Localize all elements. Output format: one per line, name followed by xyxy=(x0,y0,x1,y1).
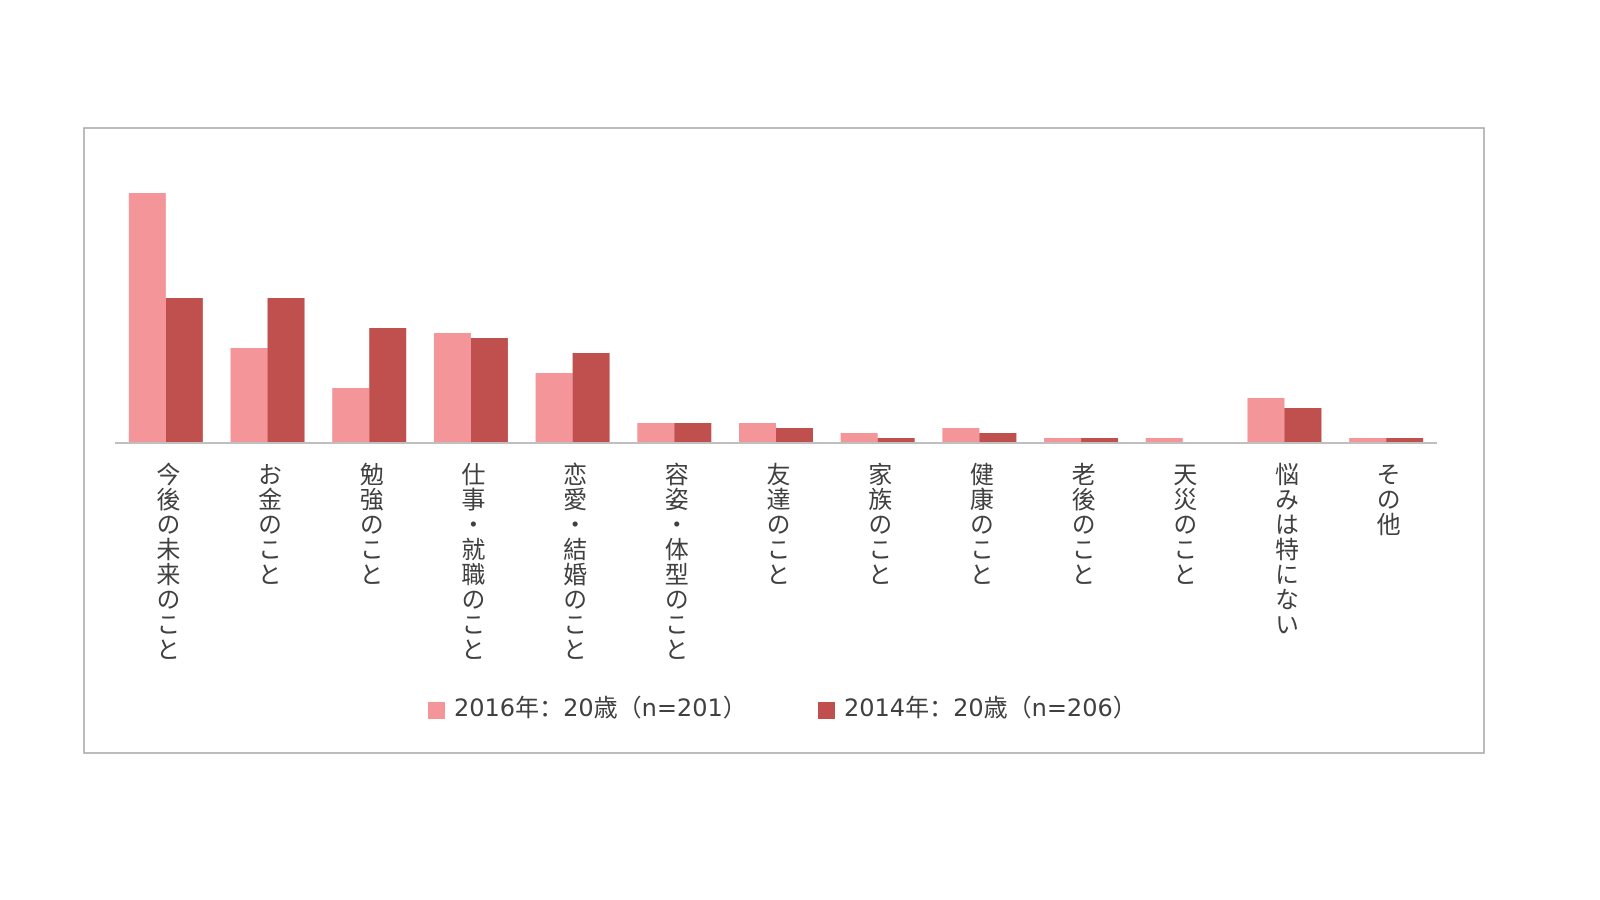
bar xyxy=(840,433,878,443)
x-tick-label: 容姿・体型のこと xyxy=(660,462,688,662)
bar xyxy=(1386,438,1424,443)
x-tick-label: 今後の未来のこと xyxy=(152,462,180,662)
bar xyxy=(369,328,407,443)
bar xyxy=(1247,398,1285,443)
bar xyxy=(267,298,305,443)
bar xyxy=(1284,408,1322,443)
legend-swatch xyxy=(818,702,835,719)
x-tick-label: 家族のこと xyxy=(864,462,892,587)
bar xyxy=(979,433,1017,443)
bar xyxy=(535,373,573,443)
bar xyxy=(1044,438,1082,443)
bar xyxy=(1145,438,1183,443)
bar xyxy=(776,428,813,443)
bar xyxy=(1349,438,1387,443)
bar xyxy=(877,438,915,443)
bar xyxy=(674,423,712,443)
x-tick-label: 天災のこと xyxy=(1169,462,1197,587)
x-tick-label: 友達のこと xyxy=(762,462,790,587)
bar xyxy=(433,333,471,443)
x-tick-label: 仕事・就職のこと xyxy=(457,462,485,662)
bar xyxy=(332,388,370,443)
bar xyxy=(942,428,980,443)
bar xyxy=(470,338,508,443)
bar xyxy=(637,423,675,443)
x-tick-label: 健康のこと xyxy=(965,462,993,587)
x-tick-label: 老後のこと xyxy=(1067,462,1095,587)
bar xyxy=(230,348,268,443)
x-tick-label: その他 xyxy=(1372,462,1400,537)
x-tick-label: 悩みは特にない xyxy=(1270,462,1298,637)
bar xyxy=(572,353,610,443)
x-tick-label: 勉強のこと xyxy=(355,462,383,587)
bar xyxy=(1081,438,1119,443)
legend-label: 2014年：20歳（n=206） xyxy=(844,694,1137,722)
legend-label: 2016年：20歳（n=201） xyxy=(454,694,747,722)
legend-swatch xyxy=(428,702,445,719)
bar xyxy=(165,298,203,443)
x-tick-label: 恋愛・結婚のこと xyxy=(559,462,587,662)
x-tick-label: お金のこと xyxy=(254,462,282,587)
bar xyxy=(739,423,776,443)
bar xyxy=(128,193,166,443)
